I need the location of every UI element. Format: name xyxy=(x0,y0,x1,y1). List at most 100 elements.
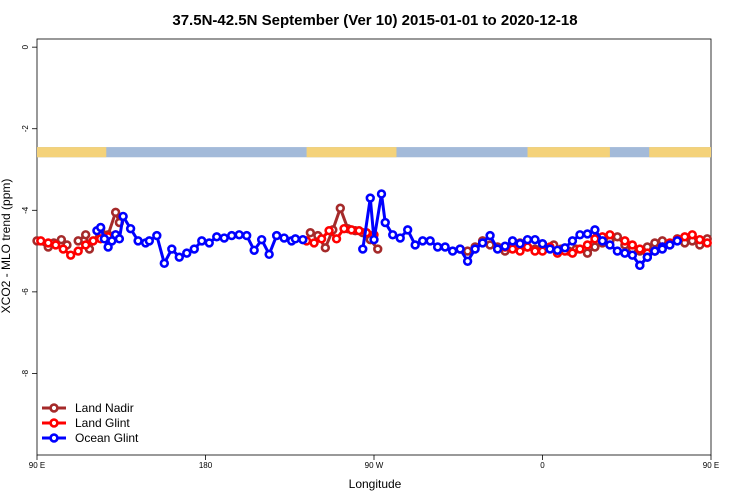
data-point xyxy=(88,236,98,246)
data-point xyxy=(290,234,301,244)
data-point xyxy=(110,207,121,218)
data-point xyxy=(51,240,61,250)
legend-item: Land Nadir xyxy=(42,401,134,415)
data-point xyxy=(234,230,244,240)
legend-label: Ocean Glint xyxy=(75,431,139,445)
data-point xyxy=(582,240,593,250)
data-point xyxy=(219,233,229,243)
data-point xyxy=(680,232,690,242)
data-point xyxy=(380,217,390,228)
data-point xyxy=(73,236,83,246)
data-point xyxy=(197,236,207,246)
data-point xyxy=(410,240,420,250)
data-point xyxy=(354,225,364,236)
legend-swatch-marker xyxy=(49,433,59,443)
data-point xyxy=(567,248,578,258)
legend-item: Ocean Glint xyxy=(42,431,139,445)
data-point xyxy=(567,236,578,246)
data-point xyxy=(95,222,106,233)
data-point xyxy=(702,238,712,248)
land-band xyxy=(37,147,107,158)
data-point xyxy=(373,244,383,254)
legend-label: Land Nadir xyxy=(75,401,134,415)
data-point xyxy=(227,230,237,241)
y-tick-label: -4 xyxy=(21,206,30,214)
data-point xyxy=(500,241,510,251)
data-point xyxy=(687,230,697,240)
data-point xyxy=(118,211,128,222)
data-point xyxy=(650,246,660,256)
data-point xyxy=(522,234,533,245)
data-point xyxy=(335,203,345,213)
data-point xyxy=(73,246,83,256)
data-point xyxy=(316,234,327,244)
series-layer xyxy=(32,189,712,271)
data-point xyxy=(507,244,518,254)
y-tick-label: 0 xyxy=(21,44,30,49)
data-point xyxy=(43,238,53,248)
data-point xyxy=(455,244,465,254)
x-tick-label: 0 xyxy=(540,461,545,470)
land-band xyxy=(649,147,711,158)
data-point xyxy=(695,234,705,245)
y-tick-label: -2 xyxy=(21,125,30,133)
data-point xyxy=(650,238,660,248)
data-point xyxy=(627,250,638,260)
land-band xyxy=(306,147,397,158)
data-point xyxy=(440,242,450,252)
data-point xyxy=(249,245,259,255)
data-point xyxy=(204,238,214,248)
data-point xyxy=(174,252,184,262)
data-point xyxy=(279,233,289,243)
y-axis: 0 -2 -4 -6 -8 xyxy=(21,44,37,377)
data-point xyxy=(620,248,630,258)
data-point xyxy=(298,234,308,245)
x-tick-label: 90 E xyxy=(29,461,45,470)
data-point xyxy=(305,228,316,238)
data-point xyxy=(331,234,342,244)
land-band xyxy=(527,147,610,158)
data-point xyxy=(320,243,331,253)
data-point xyxy=(575,230,585,240)
data-point xyxy=(575,244,585,254)
data-point xyxy=(552,245,563,255)
x-tick-label: 180 xyxy=(199,461,213,470)
data-point xyxy=(665,240,675,250)
data-point xyxy=(395,233,405,243)
data-point xyxy=(582,229,593,239)
legend-item: Land Glint xyxy=(42,416,130,430)
data-point xyxy=(309,238,319,248)
data-point xyxy=(388,230,398,240)
y-tick-label: -6 xyxy=(21,288,30,296)
data-point xyxy=(365,193,375,203)
data-point xyxy=(159,258,170,269)
land-ocean-strip xyxy=(37,147,711,158)
y-axis-title: XCO2 - MLO trend (ppm) xyxy=(0,179,13,314)
data-point xyxy=(620,236,630,246)
data-point xyxy=(672,236,682,246)
data-point xyxy=(256,234,267,245)
data-point xyxy=(271,230,282,241)
data-point xyxy=(58,244,68,254)
chart-title: 37.5N-42.5N September (Ver 10) 2015-01-0… xyxy=(172,12,577,29)
data-point xyxy=(125,223,136,234)
data-point xyxy=(462,256,473,266)
data-point xyxy=(605,240,615,250)
series-ocean-glint xyxy=(92,189,682,271)
data-point xyxy=(590,242,600,252)
x-axis-title: Longitude xyxy=(349,477,402,491)
data-point xyxy=(627,240,638,250)
x-tick-label: 90 W xyxy=(365,461,384,470)
data-point xyxy=(515,246,525,256)
data-point xyxy=(324,225,334,236)
data-point xyxy=(590,234,600,244)
data-point xyxy=(537,246,548,256)
data-point xyxy=(182,248,192,258)
data-point xyxy=(635,260,645,271)
data-point xyxy=(114,234,125,244)
data-point xyxy=(212,232,222,242)
data-point xyxy=(403,225,413,235)
data-point xyxy=(560,243,570,253)
